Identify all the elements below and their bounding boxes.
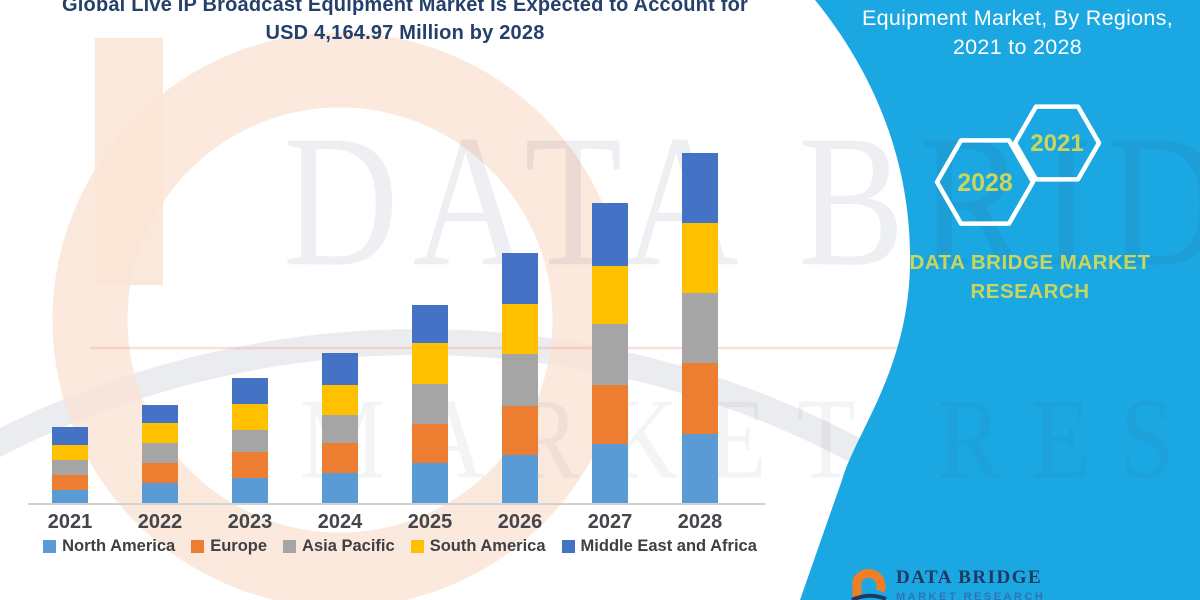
legend-item-middle-east-and-africa: Middle East and Africa [561,537,757,556]
footer-logo-brand: DATA BRIDGE [896,567,1043,588]
panel-heading-line2: 2021 to 2028 [952,35,1083,59]
bar-segment-2027-asia-pacific [592,323,628,385]
dbmr-logo-mark [851,568,887,600]
bar-segment-2021-asia-pacific [52,459,88,475]
x-axis-label-2026: 2026 [497,511,543,533]
legend-label-europe: Europe [210,537,268,555]
bar-segment-2025-middle-east-and-africa [412,305,448,343]
chart-legend: North America Europe Asia Pacific South Ame… [30,537,770,556]
x-axis-label-2023: 2023 [227,511,273,533]
bar-2023 [232,378,268,503]
panel-brand-line2: RESEARCH [970,280,1090,303]
bar-segment-2022-south-america [142,423,178,443]
legend-swatch-middle-east-and-africa [561,540,575,553]
bar-segment-2026-europe [502,406,538,455]
bar-segment-2023-south-america [232,404,268,430]
bar-2024 [322,353,358,503]
legend-swatch-south-america [410,540,424,553]
bar-segment-2023-north-america [232,478,268,503]
legend-item-north-america: North America [43,537,175,556]
bar-segment-2024-asia-pacific [322,414,358,443]
footer-logo-sub: MARKET RESEARCH [896,591,1046,600]
bar-segment-2023-asia-pacific [232,430,268,452]
chart-title: Global Live IP Broadcast Equipment Marke… [10,0,800,47]
legend-item-south-america: South America [410,537,546,556]
bar-2027 [592,203,628,503]
dbmr-b-watermark-bowl [52,32,628,600]
hexagon-2028-label: 2028 [957,169,1013,197]
legend-item-asia-pacific: Asia Pacific [283,537,395,556]
bar-segment-2022-middle-east-and-africa [142,404,178,423]
bar-segment-2027-south-america [592,265,628,324]
hexagon-2021 [1012,104,1102,182]
bar-segment-2025-north-america [412,463,448,503]
x-axis-label-2027: 2027 [587,511,633,533]
chart-title-line2: USD 4,164.97 Million by 2028 [265,22,545,44]
panel-brand-line1: DATA BRIDGE MARKET [909,251,1151,274]
bar-segment-2025-europe [412,423,448,463]
bar-segment-2021-north-america [52,490,88,503]
bar-segment-2028-asia-pacific [682,293,718,363]
bar-segment-2028-north-america [682,433,718,503]
bar-segment-2028-south-america [682,222,718,293]
bar-segment-2028-europe [682,362,718,434]
legend-swatch-north-america [43,540,57,553]
legend-label-south-america: South America [429,537,546,555]
x-axis-label-2025: 2025 [407,511,453,533]
bar-segment-2026-south-america [502,303,538,354]
dbmr-b-watermark-stem [95,38,163,285]
hexagon-2021-label: 2021 [1030,130,1083,157]
x-axis-label-2022: 2022 [137,511,183,533]
bar-segment-2024-north-america [322,473,358,503]
panel-heading: Equipment Market, By Regions, 2021 to 20… [845,4,1190,62]
bar-segment-2024-middle-east-and-africa [322,353,358,385]
bar-segment-2021-europe [52,474,88,490]
bar-segment-2025-south-america [412,343,448,384]
year-hexagons: 2028 2021 [934,104,1102,226]
bar-segment-2024-europe [322,443,358,473]
legend-label-north-america: North America [62,537,176,555]
bar-segment-2026-asia-pacific [502,353,538,406]
footer-logo: DATA BRIDGE MARKET RESEARCH [850,567,1045,600]
legend-label-asia-pacific: Asia Pacific [302,537,395,555]
bar-segment-2021-middle-east-and-africa [52,427,88,445]
x-axis-label-2028: 2028 [677,511,723,533]
bar-segment-2023-europe [232,452,268,478]
x-axis-label-2024: 2024 [317,511,363,533]
bar-segment-2022-north-america [142,483,178,503]
bar-segment-2026-north-america [502,454,538,503]
bar-segment-2022-europe [142,462,178,483]
bar-2021 [52,427,88,503]
hexagon-2028 [934,138,1036,226]
bar-chart: 2021 2022 2023 2024 2025 2026 2027 2028 [28,153,765,533]
x-axis-line [28,503,765,505]
bar-segment-2027-middle-east-and-africa [592,203,628,266]
x-axis-label-2021: 2021 [47,511,93,533]
bar-2022 [142,404,178,503]
bar-segment-2028-middle-east-and-africa [682,153,718,223]
legend-swatch-asia-pacific [283,540,297,553]
panel-heading-line1: Equipment Market, By Regions, [861,6,1174,30]
bar-segment-2024-south-america [322,384,358,415]
bar-segment-2027-north-america [592,443,628,503]
bar-segment-2027-europe [592,385,628,444]
chart-title-line1: Global Live IP Broadcast Equipment Marke… [62,0,748,16]
bar-2028 [682,153,718,503]
legend-item-europe: Europe [191,537,267,556]
bar-segment-2023-middle-east-and-africa [232,378,268,404]
bar-segment-2025-asia-pacific [412,384,448,424]
bar-segment-2021-south-america [52,444,88,460]
side-panel-shape [800,0,1200,600]
bar-segment-2022-asia-pacific [142,443,178,463]
bar-segment-2026-middle-east-and-africa [502,253,538,304]
legend-swatch-europe [191,540,205,553]
bar-2025 [412,305,448,503]
panel-brand-text: DATA BRIDGE MARKET RESEARCH [880,248,1180,306]
legend-label-middle-east-and-africa: Middle East and Africa [580,537,757,555]
bar-2026 [502,253,538,503]
